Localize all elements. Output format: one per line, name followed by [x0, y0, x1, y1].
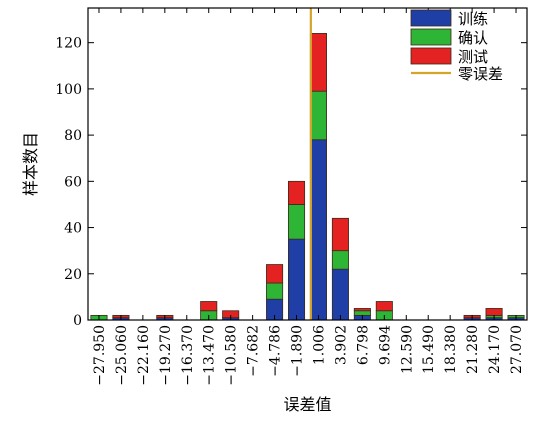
bar-segment — [266, 264, 284, 284]
bar-segment — [309, 139, 327, 321]
y-tick-label: 60 — [64, 174, 82, 190]
x-tick-label: −13.470 — [202, 325, 218, 386]
y-axis: 0 20 40 60 80 100 120 — [55, 36, 527, 329]
x-axis: −27.950 −25.060 −22.160 −19.270 −16.370 −13.4… — [92, 8, 525, 386]
bar-segment — [353, 308, 371, 312]
x-tick-label: −25.060 — [114, 325, 130, 386]
y-tick-label: 100 — [55, 82, 82, 98]
legend-swatch — [410, 28, 452, 46]
x-tick-label: −22.160 — [136, 325, 152, 386]
x-tick-label: 9.694 — [377, 325, 393, 365]
y-tick-label: 80 — [64, 128, 82, 144]
legend-swatch — [410, 9, 452, 27]
bar-segment — [309, 33, 327, 92]
y-tick-label: 120 — [55, 36, 82, 52]
x-tick-label: −16.370 — [180, 325, 196, 386]
bar-segment — [375, 301, 393, 312]
x-tick-label: 6.798 — [355, 325, 371, 365]
bar-segment — [331, 268, 349, 321]
bar-segment — [288, 204, 306, 240]
x-tick-label: −19.270 — [158, 325, 174, 386]
bar-segment — [288, 180, 306, 205]
x-tick-label: −10.580 — [224, 325, 240, 386]
x-tick-label: 3.902 — [333, 325, 349, 365]
legend-label: 零误差 — [458, 65, 503, 83]
bar-segment — [331, 250, 349, 270]
bar-segment — [485, 308, 503, 316]
legend-swatch — [410, 47, 452, 65]
x-axis-title: 误差值 — [283, 395, 331, 414]
x-tick-label: 15.490 — [421, 325, 437, 374]
bar-segment — [200, 301, 218, 312]
x-tick-label: 12.590 — [399, 325, 415, 374]
bar-segment — [353, 310, 371, 316]
y-tick-label: 20 — [64, 267, 82, 283]
bar-segment — [266, 282, 284, 300]
y-tick-label: 0 — [73, 313, 82, 329]
bar-segment — [288, 238, 306, 321]
bar-segment — [331, 217, 349, 252]
x-tick-label: −4.786 — [268, 325, 284, 377]
y-tick-label: 40 — [64, 221, 82, 237]
y-axis-title: 样本数目 — [21, 132, 40, 196]
legend-label: 训练 — [458, 10, 488, 28]
x-tick-label: −7.682 — [246, 325, 262, 377]
x-tick-label: −1.890 — [290, 325, 306, 377]
plot-frame — [87, 7, 528, 321]
bar-segment — [309, 90, 327, 141]
x-tick-label: 24.170 — [487, 325, 503, 374]
x-tick-label: 1.006 — [311, 325, 327, 365]
x-tick-label: 21.280 — [465, 325, 481, 374]
x-tick-label: −27.950 — [92, 325, 108, 386]
x-tick-label: 18.380 — [443, 325, 459, 374]
x-tick-label: 27.070 — [509, 325, 525, 374]
legend-label: 确认 — [458, 29, 488, 47]
legend-label: 测试 — [458, 48, 488, 66]
